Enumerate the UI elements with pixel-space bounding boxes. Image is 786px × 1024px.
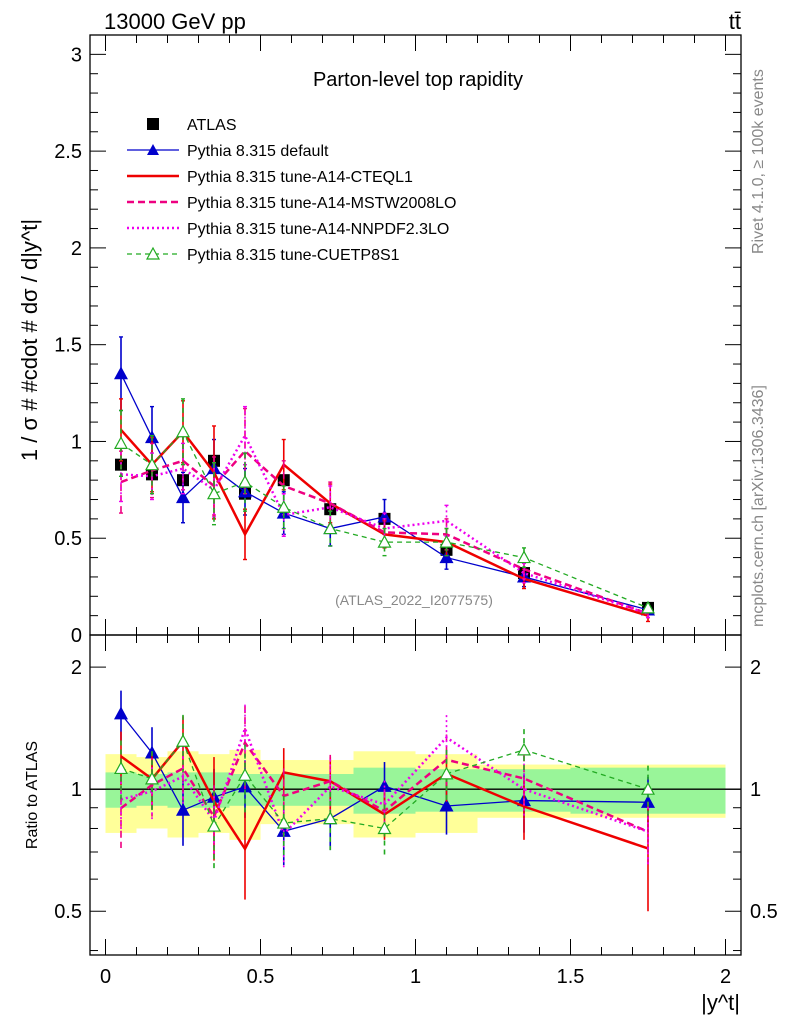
- side-mcplots-label: mcplots.cern.ch [arXiv:1306.3436]: [750, 385, 767, 627]
- legend-label-cteql1: Pythia 8.315 tune-A14-CTEQL1: [187, 169, 413, 186]
- ratio-tick-label-right: 0.5: [750, 901, 778, 923]
- series-point-tune-cuetp8s1: [377, 534, 392, 548]
- legend: ATLAS Pythia 8.315 default Pythia 8.315 …: [127, 117, 456, 264]
- ratio-point-tune-cuetp8s1: [276, 815, 291, 829]
- ratio-tick-label-left: 2: [71, 657, 82, 679]
- ratio-point-default: [113, 706, 129, 720]
- ratio-point-tune-cuetp8s1: [175, 734, 191, 747]
- y-tick-label: 2.5: [54, 141, 82, 163]
- series-point-tune-cuetp8s1: [276, 500, 291, 513]
- x-axis-label: |y^t|: [701, 990, 740, 1015]
- y-tick-label: 1: [71, 431, 82, 453]
- x-tick-label: 2: [720, 966, 731, 988]
- series-point-default: [113, 366, 129, 380]
- header-process: tt̄: [729, 9, 741, 34]
- ratio-point-tune-cuetp8s1: [206, 818, 222, 832]
- x-tick-label: 1: [410, 966, 421, 988]
- y-tick-label: 0.5: [54, 528, 82, 550]
- ratio-point-default: [439, 798, 454, 812]
- x-tick-label: 1.5: [557, 966, 585, 988]
- legend-marker-atlas: [147, 118, 159, 130]
- legend-marker-cuetp8s1: [145, 246, 161, 260]
- ratio-point-tune-cuetp8s1: [439, 766, 454, 780]
- ratio-point-tune-cuetp8s1: [237, 768, 253, 781]
- series-point-tune-cuetp8s1: [113, 436, 129, 449]
- series-point-tune-cuetp8s1: [144, 457, 160, 471]
- ratio-tick-label-right: 2: [750, 657, 761, 679]
- y-tick-label: 3: [71, 44, 82, 66]
- ratio-point-tune-cuetp8s1: [144, 771, 160, 785]
- series-point-tune-cuetp8s1: [439, 534, 454, 548]
- series-point-tune-cuetp8s1: [640, 600, 656, 614]
- series-line-tune-cuetp8s1: [120, 430, 649, 609]
- x-tick-label: 0: [100, 966, 111, 988]
- ratio-point-tune-cuetp8s1: [323, 811, 338, 825]
- legend-label-default: Pythia 8.315 default: [187, 143, 329, 160]
- series-point-default: [439, 550, 454, 564]
- ratio-tick-label-left: 0.5: [54, 901, 82, 923]
- y-axis-label: 1 / σ # #cdot # dσ / d|y^t|: [17, 219, 42, 461]
- chart-title: Parton-level top rapidity: [313, 69, 523, 91]
- y-tick-label: 1.5: [54, 335, 82, 357]
- ratio-tick-label-left: 1: [71, 779, 82, 801]
- ratio-point-tune-cuetp8s1: [640, 781, 656, 795]
- ratio-axis-label: Ratio to ATLAS: [24, 741, 41, 849]
- legend-label-nnpdf23lo: Pythia 8.315 tune-A14-NNPDF2.3LO: [187, 221, 449, 238]
- ratio-tick-label-right: 1: [750, 779, 761, 801]
- series-point-tune-cuetp8s1: [206, 486, 222, 500]
- series-point-tune-cuetp8s1: [323, 521, 338, 535]
- header-energy: 13000 GeV pp: [104, 9, 246, 34]
- ratio-point-tune-cuetp8s1: [377, 821, 392, 835]
- legend-label-cuetp8s1: Pythia 8.315 tune-CUETP8S1: [187, 247, 400, 264]
- side-rivet-label: Rivet 4.1.0, ≥ 100k events: [750, 69, 767, 254]
- analysis-label: (ATLAS_2022_I2077575): [335, 592, 493, 608]
- x-tick-label: 0.5: [247, 966, 275, 988]
- ratio-point-tune-cuetp8s1: [113, 761, 129, 775]
- y-tick-label: 2: [71, 238, 82, 260]
- series-point-default: [175, 490, 191, 504]
- ratio-point-tune-cuetp8s1: [516, 742, 532, 756]
- y-tick-label-zero: 0: [71, 625, 82, 647]
- series-line-default: [120, 373, 649, 611]
- legend-label-atlas: ATLAS: [187, 117, 237, 134]
- legend-marker-default: [147, 144, 159, 155]
- series-point-tune-cuetp8s1: [516, 550, 532, 564]
- series-point-tune-cuetp8s1: [237, 474, 253, 488]
- legend-label-mstw2008lo: Pythia 8.315 tune-A14-MSTW2008LO: [187, 195, 456, 212]
- series-point-tune-cuetp8s1: [175, 424, 191, 438]
- ratio-point-default: [175, 802, 191, 816]
